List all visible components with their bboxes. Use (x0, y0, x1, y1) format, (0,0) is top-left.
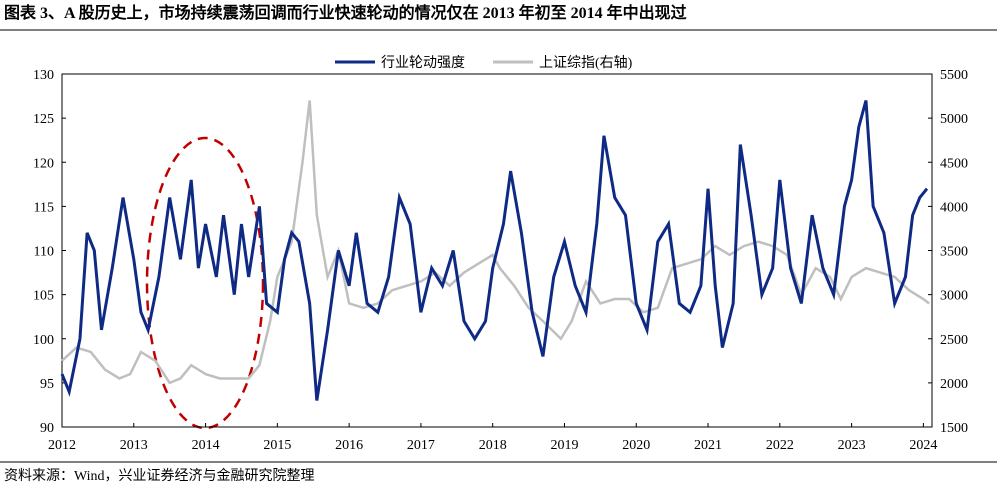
x-tick-label: 2023 (838, 438, 866, 453)
y-tick-label: 110 (34, 245, 54, 260)
x-tick-label: 2014 (192, 438, 220, 453)
y-tick-label: 115 (34, 200, 54, 215)
x-tick-label: 2016 (335, 438, 363, 453)
source: 资料来源：Wind，兴业证券经济与金融研究院整理 (4, 468, 315, 484)
x-tick-label: 2017 (407, 438, 435, 453)
y2-tick-label: 2500 (940, 333, 968, 348)
y2-tick-label: 4000 (940, 200, 968, 215)
legend-label: 上证综指(右轴) (539, 55, 633, 71)
y-tick-label: 100 (33, 333, 54, 348)
y2-tick-label: 4500 (940, 156, 968, 171)
y-tick-label: 130 (33, 68, 54, 83)
x-tick-label: 2020 (622, 438, 650, 453)
x-tick-label: 2019 (550, 438, 578, 453)
y-tick-label: 95 (40, 377, 54, 392)
x-tick-label: 2015 (263, 438, 291, 453)
highlight-ellipse (145, 136, 265, 430)
legend-label: 行业轮动强度 (381, 55, 465, 71)
y-tick-label: 90 (40, 421, 54, 436)
x-tick-label: 2024 (909, 438, 937, 453)
y2-tick-label: 3000 (940, 289, 968, 304)
x-tick-label: 2012 (48, 438, 76, 453)
chart-title: 图表 3、A 股历史上，市场持续震荡回调而行业快速轮动的情况仅在 2013 年初… (4, 3, 687, 22)
series-line (61, 100, 930, 385)
x-tick-label: 2018 (479, 438, 507, 453)
y2-tick-label: 3500 (940, 245, 968, 260)
x-tick-label: 2013 (120, 438, 148, 453)
y-tick-label: 105 (33, 289, 54, 304)
x-tick-label: 2022 (766, 438, 794, 453)
y-tick-label: 120 (33, 156, 54, 171)
y2-tick-label: 1500 (940, 421, 968, 436)
y-tick-label: 125 (33, 112, 54, 127)
y2-tick-label: 5500 (940, 68, 968, 83)
y2-tick-label: 5000 (940, 112, 968, 127)
x-tick-label: 2021 (694, 438, 722, 453)
series-line (60, 100, 929, 401)
y2-tick-label: 2000 (940, 377, 968, 392)
